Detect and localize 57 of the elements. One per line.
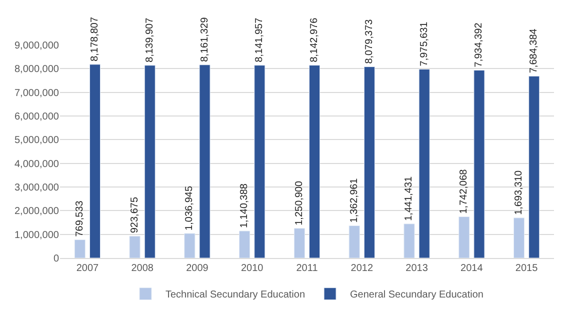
x-tick-label: 2009 [186, 263, 209, 274]
bar [418, 68, 430, 258]
y-tick-label: 9,000,000 [14, 40, 60, 52]
bar [404, 224, 415, 258]
x-tick-label: 2013 [406, 263, 428, 274]
x-tick-label: 2007 [76, 263, 99, 274]
x-tick-label: 2012 [350, 263, 374, 274]
bar [474, 70, 485, 258]
data-label: 1,250,900 [294, 180, 305, 226]
bar [239, 230, 250, 258]
x-tick-label: 2011 [296, 263, 318, 274]
data-label: 7,934,392 [474, 22, 485, 68]
data-label: 769,533 [74, 200, 86, 237]
y-tick-label: 5,000,000 [14, 135, 60, 146]
bar [199, 64, 210, 258]
data-label: 8,161,329 [199, 16, 210, 62]
data-label: 8,178,807 [89, 16, 100, 62]
data-label: 1,742,068 [458, 168, 470, 214]
y-tick-label: 0 [53, 254, 60, 264]
y-tick-label: 1,000,000 [14, 230, 60, 241]
y-tick-label: 6,000,000 [14, 112, 60, 122]
data-label: 1,362,961 [348, 178, 360, 223]
legend-label: General Secundary Education [350, 290, 484, 301]
bar [254, 65, 266, 258]
bar [129, 236, 140, 258]
x-tick-label: 2014 [460, 263, 484, 274]
bar [144, 65, 156, 258]
bar [74, 240, 86, 258]
data-label: 8,141,957 [254, 17, 266, 62]
legend-label: Technical Secundary Education [166, 290, 306, 301]
x-tick-label: 2008 [131, 263, 154, 274]
data-label: 1,441,431 [404, 176, 415, 221]
bar [89, 64, 101, 258]
y-tick-label: 7,000,000 [14, 88, 60, 99]
data-label: 7,684,384 [528, 28, 540, 74]
data-label: 923,675 [129, 196, 140, 234]
data-label: 8,142,976 [309, 17, 320, 62]
bar [294, 228, 305, 258]
data-label: 1,140,388 [239, 183, 250, 228]
x-tick-label: 2015 [515, 263, 538, 274]
data-label: 8,139,907 [144, 17, 156, 62]
bar [513, 218, 525, 258]
bar [184, 233, 196, 258]
data-label: 1,693,310 [514, 170, 525, 215]
data-label: 1,036,945 [184, 186, 196, 230]
bar [458, 216, 470, 258]
y-tick-label: 4,000,000 [14, 158, 60, 170]
y-tick-label: 2,000,000 [14, 206, 60, 218]
y-tick-label: 3,000,000 [14, 182, 60, 194]
bar [348, 225, 360, 258]
x-tick-label: 2010 [240, 263, 264, 274]
bar [309, 65, 320, 258]
data-label: 8,079,373 [364, 18, 375, 64]
bar [528, 76, 540, 258]
y-tick-label: 8,000,000 [14, 64, 60, 76]
bar [364, 66, 375, 258]
data-label: 7,975,631 [418, 21, 430, 66]
